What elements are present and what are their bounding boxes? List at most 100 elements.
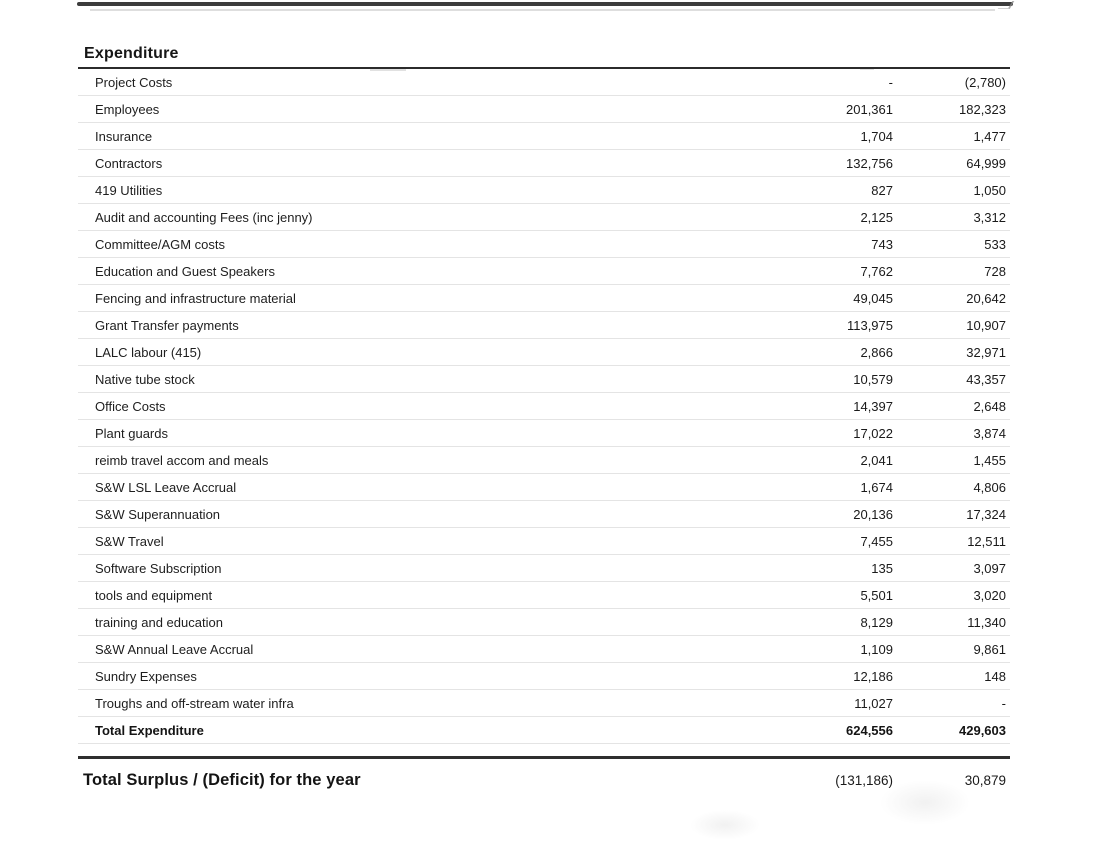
table-row: Contractors 132,756 64,999 xyxy=(78,150,1010,177)
scan-smudge xyxy=(880,780,970,825)
table-row: Committee/AGM costs 743 533 xyxy=(78,231,1010,258)
row-label: LALC labour (415) xyxy=(95,344,202,360)
row-amount-col2: 9,861 xyxy=(973,641,1006,657)
row-amount-col2: 3,097 xyxy=(973,560,1006,576)
row-label: S&W Annual Leave Accrual xyxy=(95,641,254,657)
row-label: Fencing and infrastructure material xyxy=(95,290,296,306)
row-label: tools and equipment xyxy=(95,587,213,603)
row-label: Native tube stock xyxy=(95,371,195,387)
row-amount-col2: 3,312 xyxy=(973,209,1006,225)
row-label: Office Costs xyxy=(95,398,166,414)
row-amount-col1: 2,041 xyxy=(860,452,893,468)
row-amount-col2: - xyxy=(1001,695,1006,711)
row-amount-col2: 1,050 xyxy=(973,182,1006,198)
total-surplus-row: Total Surplus / (Deficit) for the year (… xyxy=(78,756,1010,790)
row-label: S&W Superannuation xyxy=(95,506,221,522)
row-amount-col1: 8,129 xyxy=(860,614,893,630)
row-amount-col2: (2,780) xyxy=(964,74,1006,90)
row-label: Plant guards xyxy=(95,425,168,441)
total-expenditure-row: Total Expenditure 624,556 429,603 xyxy=(78,717,1010,744)
row-amount-col2: 533 xyxy=(984,236,1006,252)
row-amount-col2: 43,357 xyxy=(966,371,1006,387)
row-label: reimb travel accom and meals xyxy=(95,452,269,468)
row-label: Education and Guest Speakers xyxy=(95,263,275,279)
table-row: Troughs and off-stream water infra 11,02… xyxy=(78,690,1010,717)
row-amount-col1: 20,136 xyxy=(853,506,893,522)
row-amount-col1: 113,975 xyxy=(846,317,893,333)
row-label: Employees xyxy=(95,101,160,117)
row-amount-col1: 1,674 xyxy=(860,479,893,495)
row-amount-col1: 135 xyxy=(871,560,893,576)
row-label: Software Subscription xyxy=(95,560,222,576)
row-amount-col1: 17,022 xyxy=(853,425,893,441)
total-expenditure-amount-col1: 624,556 xyxy=(846,722,893,738)
scan-artifact-hook xyxy=(997,1,1015,9)
row-label: Audit and accounting Fees (inc jenny) xyxy=(95,209,313,225)
table-row: Software Subscription 135 3,097 xyxy=(78,555,1010,582)
expenditure-table: Expenditure Project Costs - (2,780) Empl… xyxy=(78,44,1010,790)
scan-artifact-dash xyxy=(370,69,406,71)
total-expenditure-label: Total Expenditure xyxy=(95,722,204,738)
scan-echo-line xyxy=(90,9,995,11)
row-label: Project Costs xyxy=(95,74,173,90)
table-row: Education and Guest Speakers 7,762 728 xyxy=(78,258,1010,285)
section-title: Expenditure xyxy=(78,44,1010,69)
total-expenditure-amount-col2: 429,603 xyxy=(959,722,1006,738)
row-amount-col1: 132,756 xyxy=(846,155,893,171)
total-surplus-amount-col1: (131,186) xyxy=(835,773,893,788)
row-amount-col1: 201,361 xyxy=(846,101,893,117)
scan-smudge xyxy=(690,810,760,840)
table-row: training and education 8,129 11,340 xyxy=(78,609,1010,636)
row-label: Grant Transfer payments xyxy=(95,317,239,333)
table-row: Project Costs - (2,780) xyxy=(78,69,1010,96)
row-amount-col2: 10,907 xyxy=(966,317,1006,333)
row-amount-col1: 2,866 xyxy=(860,344,893,360)
table-row: Employees 201,361 182,323 xyxy=(78,96,1010,123)
row-label: training and education xyxy=(95,614,223,630)
row-label: S&W LSL Leave Accrual xyxy=(95,479,237,495)
table-row: tools and equipment 5,501 3,020 xyxy=(78,582,1010,609)
row-amount-col1: 10,579 xyxy=(853,371,893,387)
expenditure-rows: Project Costs - (2,780) Employees 201,36… xyxy=(78,69,1010,717)
row-label: Insurance xyxy=(95,128,153,144)
table-row: S&W Annual Leave Accrual 1,109 9,861 xyxy=(78,636,1010,663)
row-label: Committee/AGM costs xyxy=(95,236,226,252)
row-amount-col1: 1,704 xyxy=(860,128,893,144)
table-row: LALC labour (415) 2,866 32,971 xyxy=(78,339,1010,366)
row-amount-col1: 7,455 xyxy=(860,533,893,549)
table-row: Sundry Expenses 12,186 148 xyxy=(78,663,1010,690)
row-amount-col2: 20,642 xyxy=(966,290,1006,306)
table-row: Grant Transfer payments 113,975 10,907 xyxy=(78,312,1010,339)
row-amount-col1: 2,125 xyxy=(860,209,893,225)
top-section-divider-line xyxy=(77,2,1013,6)
row-amount-col2: 64,999 xyxy=(966,155,1006,171)
row-amount-col2: 3,020 xyxy=(973,587,1006,603)
row-amount-col1: 11,027 xyxy=(854,695,893,711)
table-row: 419 Utilities 827 1,050 xyxy=(78,177,1010,204)
total-surplus-label: Total Surplus / (Deficit) for the year xyxy=(83,771,361,789)
table-row: Plant guards 17,022 3,874 xyxy=(78,420,1010,447)
row-amount-col2: 728 xyxy=(984,263,1006,279)
table-row: Native tube stock 10,579 43,357 xyxy=(78,366,1010,393)
table-row: Insurance 1,704 1,477 xyxy=(78,123,1010,150)
row-amount-col1: 743 xyxy=(871,236,893,252)
row-amount-col2: 11,340 xyxy=(967,614,1006,630)
row-amount-col2: 148 xyxy=(984,668,1006,684)
table-row: Fencing and infrastructure material 49,0… xyxy=(78,285,1010,312)
row-amount-col1: 14,397 xyxy=(853,398,893,414)
row-amount-col1: 7,762 xyxy=(860,263,893,279)
row-label: 419 Utilities xyxy=(95,182,163,198)
row-amount-col2: 1,477 xyxy=(973,128,1006,144)
row-label: Troughs and off-stream water infra xyxy=(95,695,294,711)
table-row: Audit and accounting Fees (inc jenny) 2,… xyxy=(78,204,1010,231)
table-row: reimb travel accom and meals 2,041 1,455 xyxy=(78,447,1010,474)
row-amount-col1: 12,186 xyxy=(853,668,893,684)
table-row: S&W LSL Leave Accrual 1,674 4,806 xyxy=(78,474,1010,501)
row-amount-col2: 3,874 xyxy=(973,425,1006,441)
row-amount-col2: 32,971 xyxy=(966,344,1006,360)
row-label: S&W Travel xyxy=(95,533,164,549)
table-row: Office Costs 14,397 2,648 xyxy=(78,393,1010,420)
scan-artifact-dash xyxy=(860,68,874,70)
row-amount-col2: 17,324 xyxy=(966,506,1006,522)
